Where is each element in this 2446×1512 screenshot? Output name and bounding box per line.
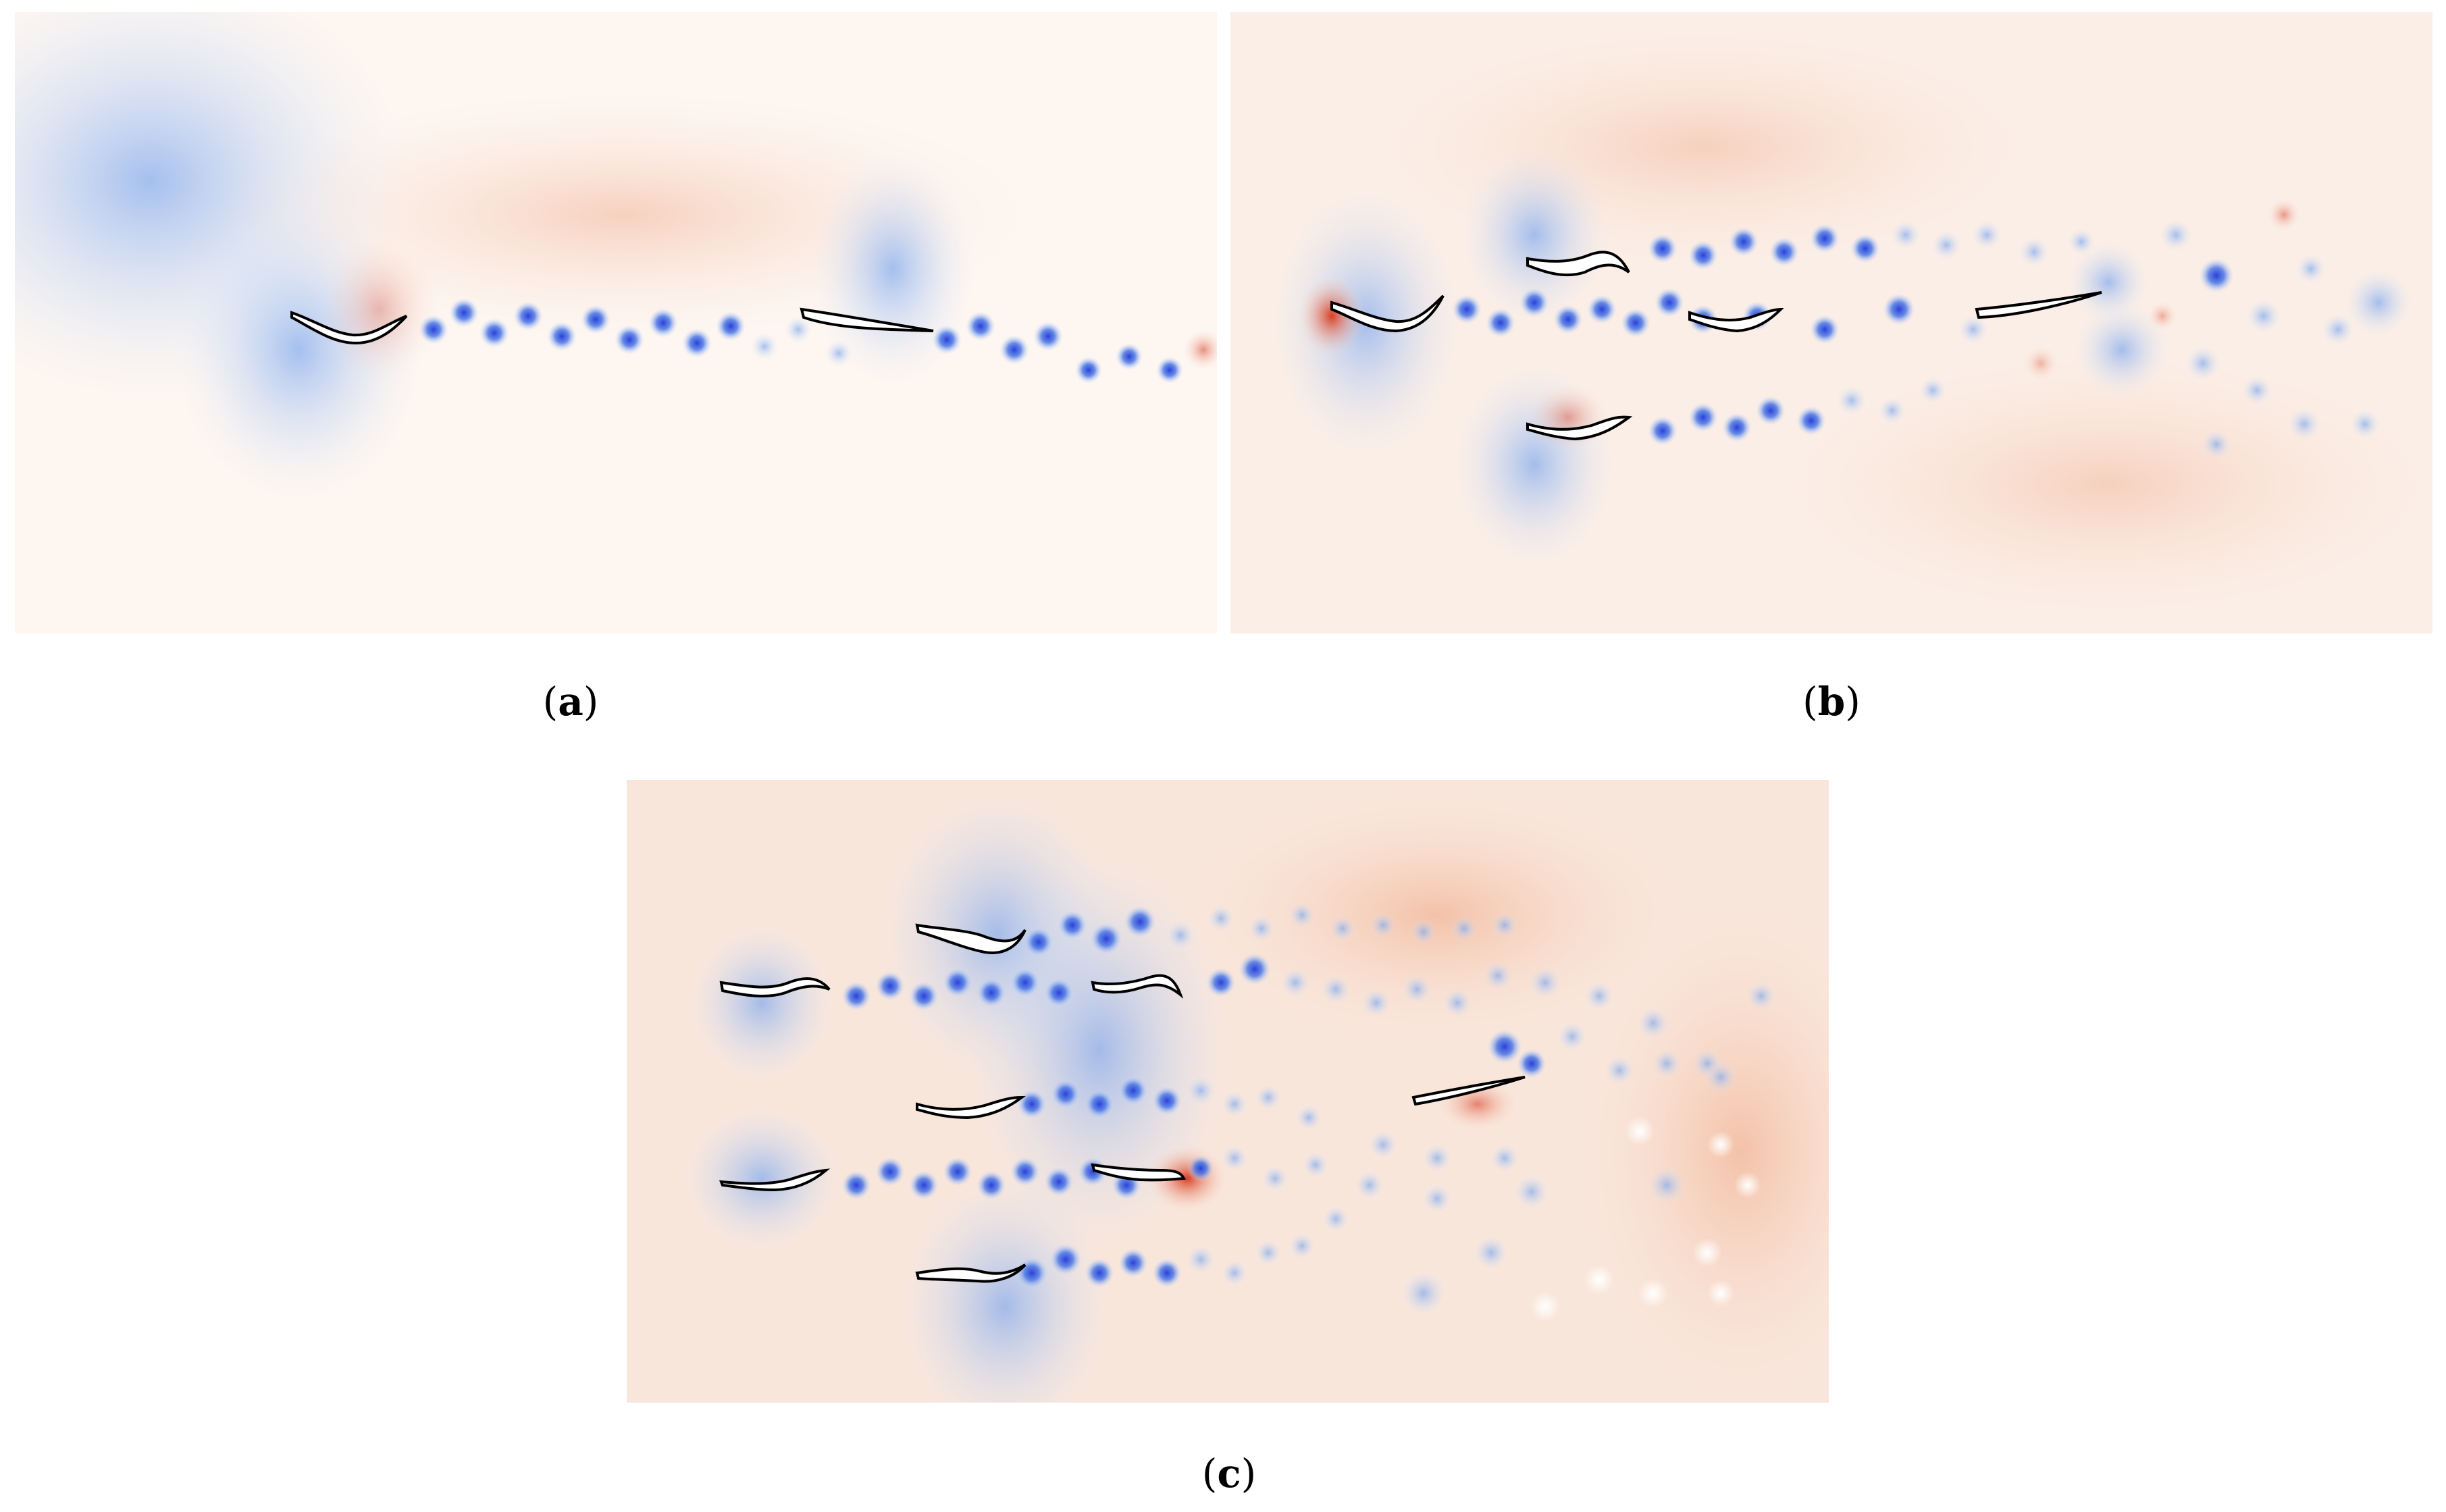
caption-a: (a) — [503, 679, 638, 725]
caption-b-open: ( — [1802, 679, 1818, 725]
panel-b-foil-2 — [1526, 251, 1630, 277]
panel-c-foil-2 — [719, 977, 831, 997]
panel-c-foil-3 — [1091, 974, 1184, 999]
panel-b — [1230, 12, 2432, 633]
caption-a-open: ( — [542, 679, 558, 725]
caption-a-letter: a — [558, 679, 583, 725]
panel-a-foil-1 — [290, 311, 408, 345]
panel-b-foil-4 — [1526, 415, 1633, 441]
caption-c-open: ( — [1201, 1451, 1218, 1496]
panel-b-foils — [1330, 251, 2102, 441]
panel-a-field — [15, 12, 1217, 633]
panel-b-foil-5 — [1975, 291, 2102, 319]
panel-c — [627, 780, 1829, 1403]
panel-a-foil-2 — [800, 307, 934, 332]
panel-b-field — [1230, 12, 2432, 633]
caption-b-close: ) — [1845, 679, 1860, 725]
panel-b-foil-3 — [1688, 307, 1784, 333]
panel-c-foil-8 — [915, 1263, 1026, 1283]
caption-c-letter: c — [1217, 1451, 1241, 1496]
panel-a — [15, 12, 1217, 633]
panel-c-field — [627, 780, 1829, 1403]
panel-c-foil-6 — [719, 1168, 831, 1192]
panel-c-vortex-street — [841, 902, 1776, 1322]
caption-b: (b) — [1764, 679, 1899, 725]
panel-c-foil-5 — [1411, 1076, 1526, 1106]
caption-c: (c) — [1162, 1451, 1297, 1496]
panel-b-foil-1 — [1330, 294, 1445, 333]
caption-b-letter: b — [1817, 679, 1846, 725]
panel-c-foil-1 — [915, 923, 1026, 954]
caption-c-close: ) — [1241, 1451, 1257, 1496]
panel-a-vortex-street — [419, 298, 1217, 384]
panel-c-foil-7 — [1091, 1163, 1187, 1182]
panel-c-foil-4 — [916, 1095, 1026, 1120]
panel-a-foils — [290, 307, 934, 345]
caption-a-close: ) — [583, 679, 599, 725]
panel-c-foils — [719, 923, 1526, 1283]
